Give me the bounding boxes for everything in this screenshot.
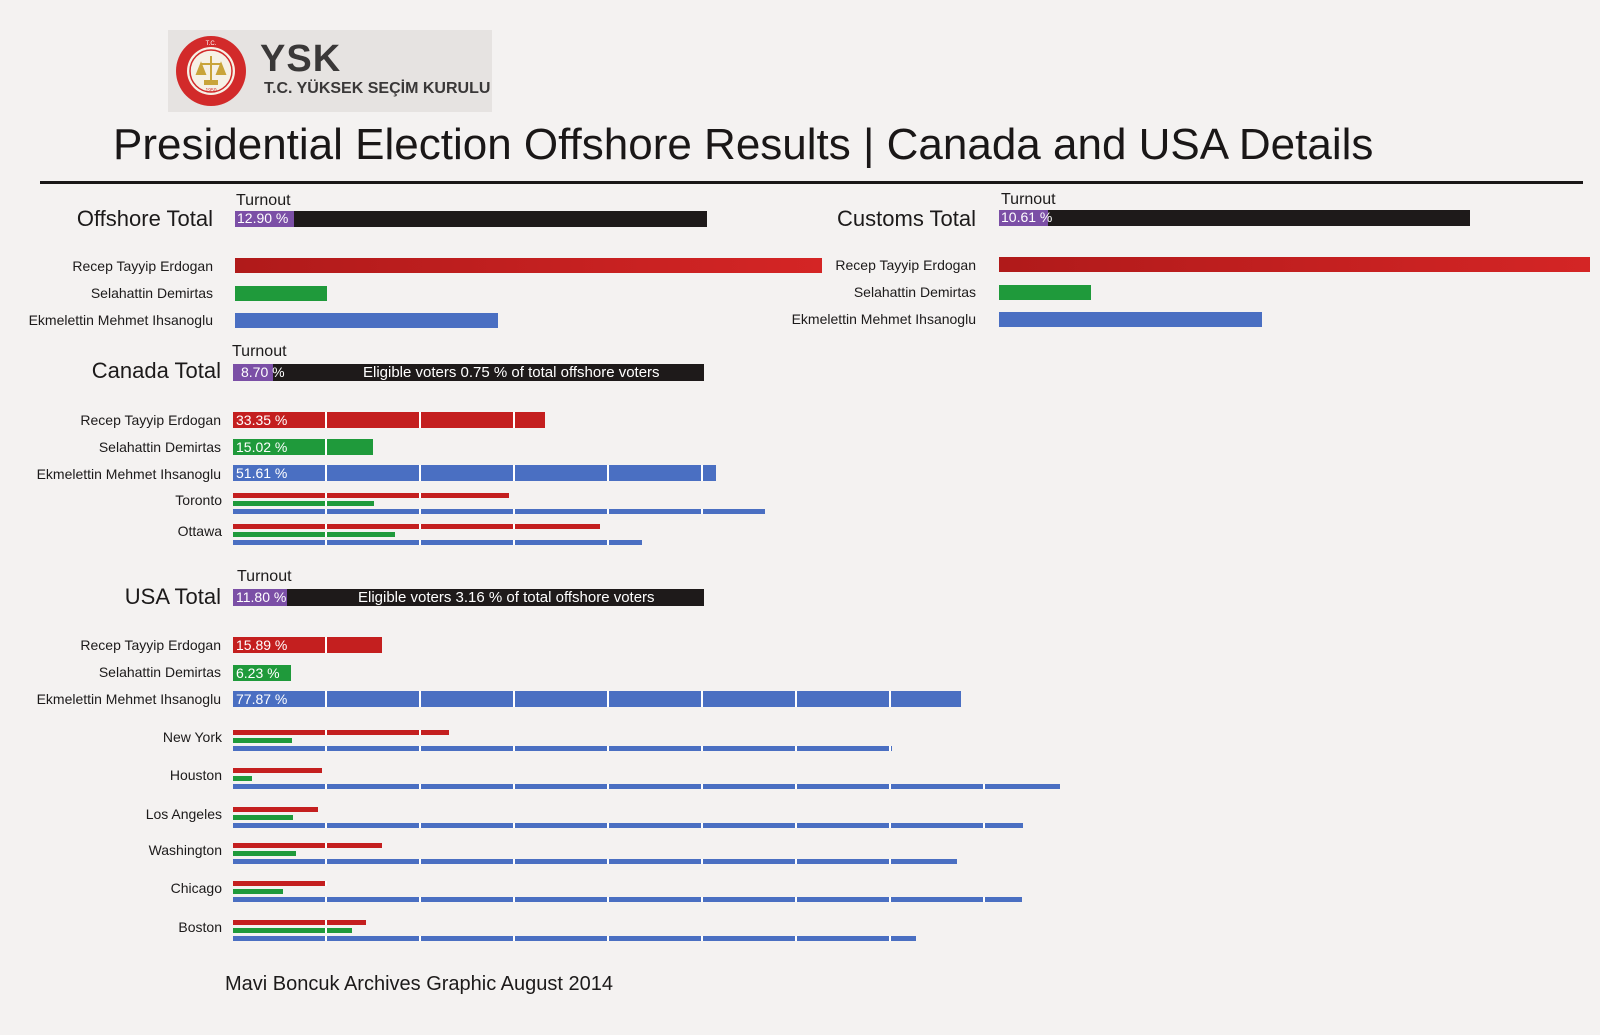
city-label-ottawa: Ottawa [177,523,222,539]
usa-demirtas-bar: 6.23 % [233,665,291,681]
usa-ihsanoglu-bar: 77.87 % [233,691,961,707]
houston-ihsanoglu-bar [233,784,1060,789]
washington-ihsanoglu-bar [233,859,957,864]
offshore-demirtas-label: Selahattin Demirtas [90,285,213,301]
city-label-toronto: Toronto [175,492,222,508]
customs-turnout-value: 10.61 % [1001,209,1053,225]
chicago-erdogan-bar [233,881,327,886]
canada-turnout-value: 8.70 % [241,364,285,380]
customs-erdogan-bar [999,257,1590,272]
canada-ihsanoglu-value: 51.61 % [236,465,288,481]
page-title: Presidential Election Offshore Results |… [113,120,1374,169]
new-york-demirtas-bar [233,738,292,743]
offshore-ihsanoglu-bar [235,313,498,328]
usa-turnout-label: Turnout [237,568,292,585]
title-divider [40,181,1583,184]
ottawa-ihsanoglu-bar [233,540,642,545]
canada-turnout-bar: 8.70 % Eligible voters 0.75 % of total o… [233,364,704,381]
usa-erdogan-bar: 15.89 % [233,637,382,653]
ottawa-demirtas-bar [233,532,395,537]
canada-demirtas-value: 15.02 % [236,439,288,455]
offshore-demirtas-bar [235,286,327,301]
ysk-seal-icon: T.C. 1950 [176,36,246,106]
city-label-washington: Washington [148,842,222,858]
offshore-ihsanoglu-label: Ekmelettin Mehmet Ihsanoglu [28,312,213,328]
usa-turnout-value: 11.80 % [236,589,287,605]
canada-demirtas-bar: 15.02 % [233,439,373,455]
offshore-turnout-fill [235,211,294,227]
customs-turnout-bar: 10.61 % [999,209,1470,226]
customs-erdogan-label: Recep Tayyip Erdogan [835,257,976,273]
houston-erdogan-bar [233,768,322,773]
canada-turnout-label: Turnout [232,343,287,360]
los-angeles-demirtas-bar [233,815,293,820]
usa-turnout-fill [233,589,287,606]
offshore-turnout-value: 12.90 % [237,210,289,226]
washington-demirtas-bar [233,851,296,856]
chicago-ihsanoglu-bar [233,897,1022,902]
boston-demirtas-bar [233,928,352,933]
canada-eligible-note: Eligible voters 0.75 % of total offshore… [363,364,660,381]
offshore-turnout-label: Turnout [236,192,291,209]
offshore-turnout-bar: 12.90 % [235,210,707,227]
usa-turnout-bar: 11.80 % Eligible voters 3.16 % of total … [233,589,704,606]
chicago-demirtas-bar [233,889,283,894]
city-label-chicago: Chicago [170,880,222,896]
logo-wordmark: YSK [260,38,342,80]
canada-demirtas-label: Selahattin Demirtas [98,439,221,455]
canada-ihsanoglu-label: Ekmelettin Mehmet Ihsanoglu [36,466,221,482]
usa-demirtas-label: Selahattin Demirtas [98,664,221,680]
washington-erdogan-bar [233,843,382,848]
customs-demirtas-label: Selahattin Demirtas [853,284,976,300]
customs-total-title: Customs Total [837,206,976,231]
usa-ihsanoglu-value: 77.87 % [236,691,288,707]
canada-erdogan-value: 33.35 % [236,412,288,428]
offshore-erdogan-bar [235,258,822,273]
usa-erdogan-value: 15.89 % [236,637,288,653]
svg-text:1950: 1950 [205,88,216,94]
customs-ihsanoglu-label: Ekmelettin Mehmet Ihsanoglu [791,311,976,327]
new-york-erdogan-bar [233,730,449,735]
los-angeles-erdogan-bar [233,807,318,812]
usa-total-title: USA Total [124,584,221,609]
logo-subtitle: T.C. YÜKSEK SEÇİM KURULU [264,80,491,97]
toronto-demirtas-bar [233,501,374,506]
ysk-logo: T.C. 1950 YSK T.C. YÜKSEK SEÇİM KURULU [168,30,492,112]
canada-ihsanoglu-bar: 51.61 % [233,465,716,481]
customs-demirtas-bar [999,285,1091,300]
usa-demirtas-value: 6.23 % [236,665,280,681]
customs-ihsanoglu-bar [999,312,1262,327]
usa-eligible-note: Eligible voters 3.16 % of total offshore… [358,589,655,606]
usa-ihsanoglu-label: Ekmelettin Mehmet Ihsanoglu [36,691,221,707]
usa-erdogan-label: Recep Tayyip Erdogan [80,637,221,653]
toronto-ihsanoglu-bar [233,509,765,514]
toronto-erdogan-bar [233,493,509,498]
city-label-houston: Houston [169,767,222,783]
los-angeles-ihsanoglu-bar [233,823,1023,828]
canada-total-title: Canada Total [91,358,221,383]
offshore-erdogan-label: Recep Tayyip Erdogan [72,258,213,274]
customs-turnout-fill [999,210,1048,226]
houston-demirtas-bar [233,776,252,781]
ottawa-erdogan-bar [233,524,600,529]
boston-ihsanoglu-bar [233,936,916,941]
canada-turnout-fill [233,364,273,381]
canada-erdogan-bar: 33.35 % [233,412,545,428]
customs-turnout-label: Turnout [1001,191,1056,208]
city-label-boston: Boston [178,919,222,935]
offshore-total-title: Offshore Total [76,206,213,231]
canada-erdogan-label: Recep Tayyip Erdogan [80,412,221,428]
boston-erdogan-bar [233,920,366,925]
city-label-los-angeles: Los Angeles [145,806,222,822]
credit-footer: Mavi Boncuk Archives Graphic August 2014 [225,973,613,995]
new-york-ihsanoglu-bar [233,746,892,751]
city-label-new-york: New York [162,729,222,745]
svg-text:T.C.: T.C. [206,41,217,47]
